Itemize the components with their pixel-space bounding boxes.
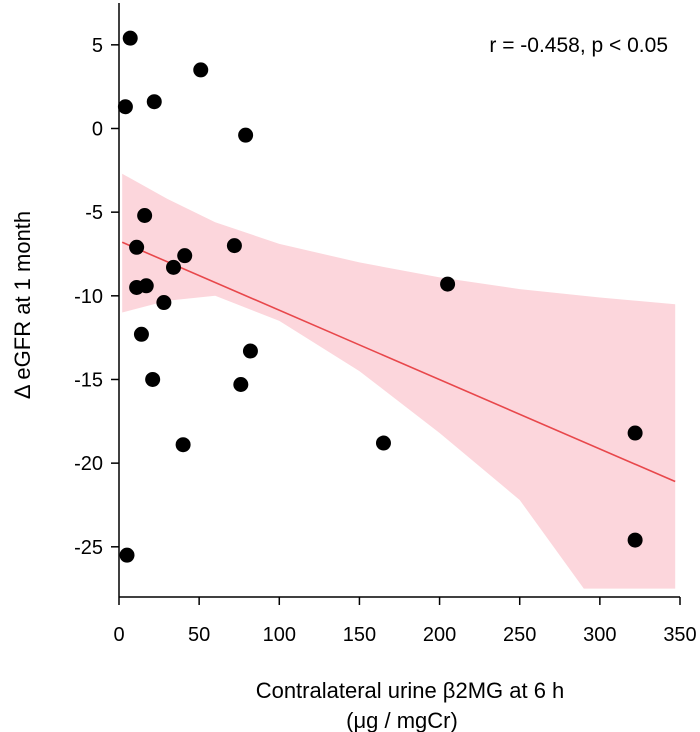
data-point [138, 278, 154, 294]
data-point [375, 435, 391, 451]
y-axis-title: Δ eGFR at 1 month [10, 211, 35, 399]
data-point [117, 99, 133, 115]
y-tick-label: -25 [74, 537, 103, 559]
y-tick-label: 5 [92, 35, 103, 57]
x-axis-title-line2: (μg / mgCr) [346, 708, 458, 732]
x-tick-label: 150 [343, 624, 376, 646]
y-tick-label: -20 [74, 453, 103, 475]
data-point [627, 532, 643, 548]
x-axis-title-line1: Contralateral urine β2MG at 6 h [256, 678, 565, 703]
data-point [226, 238, 242, 254]
x-tick-label: 100 [263, 624, 296, 646]
data-point [137, 208, 153, 224]
correlation-annotation: r = -0.458, p < 0.05 [489, 34, 668, 57]
data-point [129, 239, 145, 255]
data-point [119, 547, 135, 563]
data-point [122, 30, 138, 46]
data-point [242, 343, 258, 359]
x-tick-label: 200 [423, 624, 456, 646]
y-tick-label: -10 [74, 286, 103, 308]
x-tick-label: 300 [583, 624, 616, 646]
data-point [238, 127, 254, 143]
data-point [193, 62, 209, 78]
data-point [145, 371, 161, 387]
regression-line-layer [121, 241, 676, 483]
y-tick-label: 0 [92, 118, 103, 140]
data-point [627, 425, 643, 441]
x-tick-label: 250 [503, 624, 536, 646]
regression-line [121, 241, 676, 483]
data-point [233, 376, 249, 392]
data-point [146, 94, 162, 110]
y-tick-label: -15 [74, 369, 103, 391]
confidence-band [122, 173, 676, 589]
x-tick-label: 350 [663, 624, 696, 646]
y-tick-label: -5 [85, 202, 103, 224]
data-point [175, 437, 191, 453]
data-point [165, 259, 181, 275]
data-point [177, 248, 193, 264]
x-tick-label: 50 [188, 624, 210, 646]
data-point [133, 326, 149, 342]
data-point [440, 276, 456, 292]
data-point [156, 295, 172, 311]
confidence-band-layer [122, 173, 676, 589]
x-tick-label: 0 [113, 624, 124, 646]
points-layer [117, 30, 643, 563]
